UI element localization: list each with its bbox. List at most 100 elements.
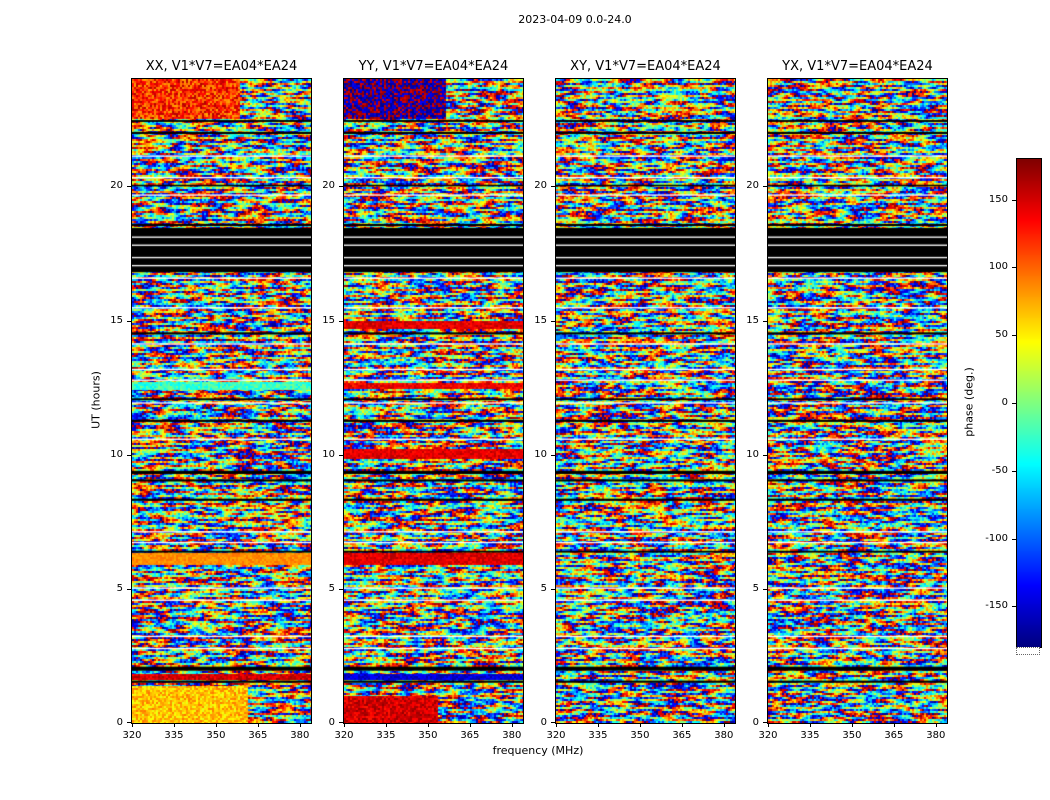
- y-tick-mark: [763, 454, 767, 456]
- colorbar-tick-mark: [1012, 267, 1016, 269]
- colorbar-tick-mark: [1012, 470, 1016, 472]
- colorbar-tick-mark: [1012, 606, 1016, 608]
- x-tick-label: 380: [926, 730, 946, 741]
- x-tick-label: 320: [758, 730, 778, 741]
- colorbar-tick-label: 100: [988, 261, 1008, 273]
- y-tick-mark: [339, 186, 343, 188]
- colorbar-tick-label: -50: [991, 464, 1008, 476]
- y-tick-label: 0: [328, 717, 335, 728]
- figure-title: 2023-04-09 0.0-24.0: [518, 13, 632, 26]
- x-tick-mark: [299, 723, 301, 727]
- colorbar-gradient: [1017, 159, 1041, 647]
- colorbar-tick-label: 150: [988, 193, 1008, 205]
- heatmap-canvas: [768, 79, 947, 723]
- panel-xy: XY, V1*V7=EA04*EA24 0 5 10 15 20 320 335 350 365 3…: [534, 59, 736, 741]
- y-tick-label: 20: [534, 180, 547, 192]
- panel-title: XY, V1*V7=EA04*EA24: [570, 59, 721, 74]
- y-tick-mark: [127, 454, 131, 456]
- x-tick-mark: [344, 723, 345, 727]
- y-tick-mark: [127, 186, 131, 188]
- x-tick-mark: [639, 723, 641, 727]
- x-tick-label: 380: [290, 730, 310, 741]
- y-tick-label: 15: [110, 314, 123, 326]
- y-tick-label: 5: [752, 582, 759, 594]
- panel-title: YX, V1*V7=EA04*EA24: [782, 59, 933, 74]
- y-tick-label: 10: [746, 448, 759, 460]
- y-axis-label: UT (hours): [89, 371, 103, 429]
- y-tick-mark: [763, 320, 767, 322]
- y-tick-label: 20: [746, 180, 759, 192]
- heatmap-canvas: [344, 79, 523, 723]
- y-tick-label: 5: [328, 582, 335, 594]
- x-tick-label: 320: [546, 730, 566, 741]
- x-tick-mark: [427, 723, 429, 727]
- x-tick-label: 350: [842, 730, 862, 741]
- x-tick-mark: [893, 723, 895, 727]
- y-tick-label: 10: [322, 448, 335, 460]
- x-tick-mark: [385, 723, 387, 727]
- colorbar-tick-label: -100: [985, 532, 1008, 544]
- y-tick-mark: [551, 454, 555, 456]
- x-tick-label: 350: [630, 730, 650, 741]
- y-tick-label: 20: [322, 180, 335, 192]
- x-tick-label: 350: [418, 730, 438, 741]
- colorbar-tick-mark: [1012, 403, 1016, 404]
- y-tick-label: 0: [116, 717, 123, 728]
- colorbar-tick-mark: [1012, 335, 1016, 337]
- x-tick-mark: [469, 723, 471, 727]
- y-tick-mark: [763, 722, 767, 723]
- x-tick-mark: [809, 723, 811, 727]
- x-tick-label: 365: [884, 730, 904, 741]
- y-tick-mark: [551, 722, 555, 723]
- x-tick-label: 365: [460, 730, 480, 741]
- y-tick-label: 0: [540, 717, 547, 728]
- x-tick-label: 335: [800, 730, 820, 741]
- x-axis-label: frequency (MHz): [492, 744, 584, 757]
- colorbar-tick-label: 50: [995, 329, 1008, 341]
- colorbar-tick-label: 0: [1001, 397, 1008, 408]
- panel-title: YY, V1*V7=EA04*EA24: [358, 59, 509, 74]
- x-tick-label: 335: [164, 730, 184, 741]
- x-tick-mark: [257, 723, 259, 727]
- y-tick-mark: [339, 722, 343, 723]
- colorbar-tick-mark: [1012, 199, 1016, 201]
- y-tick-mark: [339, 588, 343, 590]
- x-tick-mark: [935, 723, 937, 727]
- x-tick-mark: [556, 723, 557, 727]
- y-tick-label: 15: [534, 314, 547, 326]
- colorbar: 150 100 50 0 -50 -100 -150: [985, 158, 1042, 655]
- heatmap-canvas: [556, 79, 735, 723]
- x-tick-label: 320: [334, 730, 354, 741]
- y-tick-label: 15: [322, 314, 335, 326]
- colorbar-tick-label: -150: [985, 600, 1008, 612]
- x-tick-mark: [681, 723, 683, 727]
- y-tick-mark: [551, 588, 555, 590]
- panel-yy: YY, V1*V7=EA04*EA24 0 5 10 15 20 320 335 350 365 3…: [322, 59, 524, 741]
- x-tick-label: 335: [588, 730, 608, 741]
- y-tick-label: 5: [540, 582, 547, 594]
- panel-xx: XX, V1*V7=EA04*EA24 0 5 10 15 20 320 335 350 365 3…: [110, 59, 312, 741]
- y-tick-mark: [551, 186, 555, 188]
- y-tick-mark: [763, 186, 767, 188]
- heatmap-canvas: [132, 79, 311, 723]
- x-tick-mark: [132, 723, 133, 727]
- y-tick-mark: [339, 320, 343, 322]
- x-tick-label: 335: [376, 730, 396, 741]
- x-tick-label: 380: [714, 730, 734, 741]
- panel-yx: YX, V1*V7=EA04*EA24 0 5 10 15 20 320 335 350 365 3…: [746, 59, 948, 741]
- x-tick-label: 380: [502, 730, 522, 741]
- x-tick-label: 350: [206, 730, 226, 741]
- x-tick-mark: [723, 723, 725, 727]
- y-tick-label: 5: [116, 582, 123, 594]
- panel-title: XX, V1*V7=EA04*EA24: [145, 59, 298, 74]
- y-tick-mark: [127, 588, 131, 590]
- x-tick-label: 365: [248, 730, 268, 741]
- x-tick-label: 365: [672, 730, 692, 741]
- y-tick-mark: [339, 454, 343, 456]
- x-tick-mark: [215, 723, 217, 727]
- y-tick-mark: [551, 320, 555, 322]
- x-tick-mark: [851, 723, 853, 727]
- colorbar-label: phase (deg.): [962, 367, 976, 437]
- x-tick-mark: [768, 723, 769, 727]
